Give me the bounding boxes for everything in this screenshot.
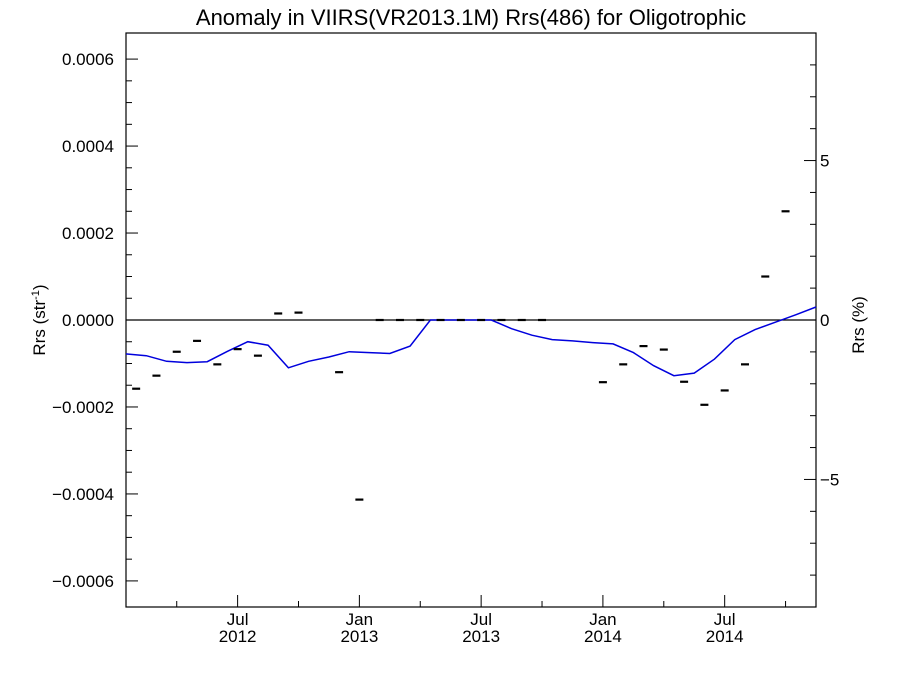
y-axis-label: Rrs (str-1) [30, 284, 49, 355]
x-tick-year: 2013 [462, 627, 500, 646]
y2-tick-label: 0 [820, 311, 829, 330]
x-tick-year: 2013 [340, 627, 378, 646]
series-layer [125, 210, 817, 501]
y-tick-label: −0.0002 [52, 398, 114, 417]
x-tick-year: 2012 [219, 627, 257, 646]
x-tick-month: Jan [589, 610, 616, 629]
y-tick-label: 0.0002 [62, 224, 114, 243]
right-axis: 5 0 −5 [804, 32, 839, 608]
y-tick-label: −0.0004 [52, 485, 114, 504]
x-tick-year: 2014 [706, 627, 744, 646]
y-axis-label-main: Rrs (str [30, 300, 49, 356]
anomaly-line [125, 306, 817, 377]
x-tick-year: 2014 [584, 627, 622, 646]
x-tick-month: Jul [470, 610, 492, 629]
x-tick-month: Jul [714, 610, 736, 629]
x-tick-month: Jan [346, 610, 373, 629]
x-tick-month: Jul [227, 610, 249, 629]
y-tick-label: 0.0006 [62, 50, 114, 69]
y-tick-label: 0.0000 [62, 311, 114, 330]
y-axis-label-superscript: -1 [30, 290, 42, 300]
y-axis-label-close: ) [30, 284, 49, 290]
left-axis: 0.0006 0.0004 0.0002 0.0000 −0.0002 −0.0004 −0… [52, 50, 138, 591]
y-tick-label: −0.0006 [52, 572, 114, 591]
y2-axis-label: Rrs (%) [849, 296, 868, 354]
chart-title: Anomaly in VIIRS(VR2013.1M) Rrs(486) for… [196, 5, 746, 30]
y2-tick-label: −5 [820, 470, 839, 489]
y2-tick-label: 5 [820, 152, 829, 171]
y-tick-label: 0.0004 [62, 137, 114, 156]
